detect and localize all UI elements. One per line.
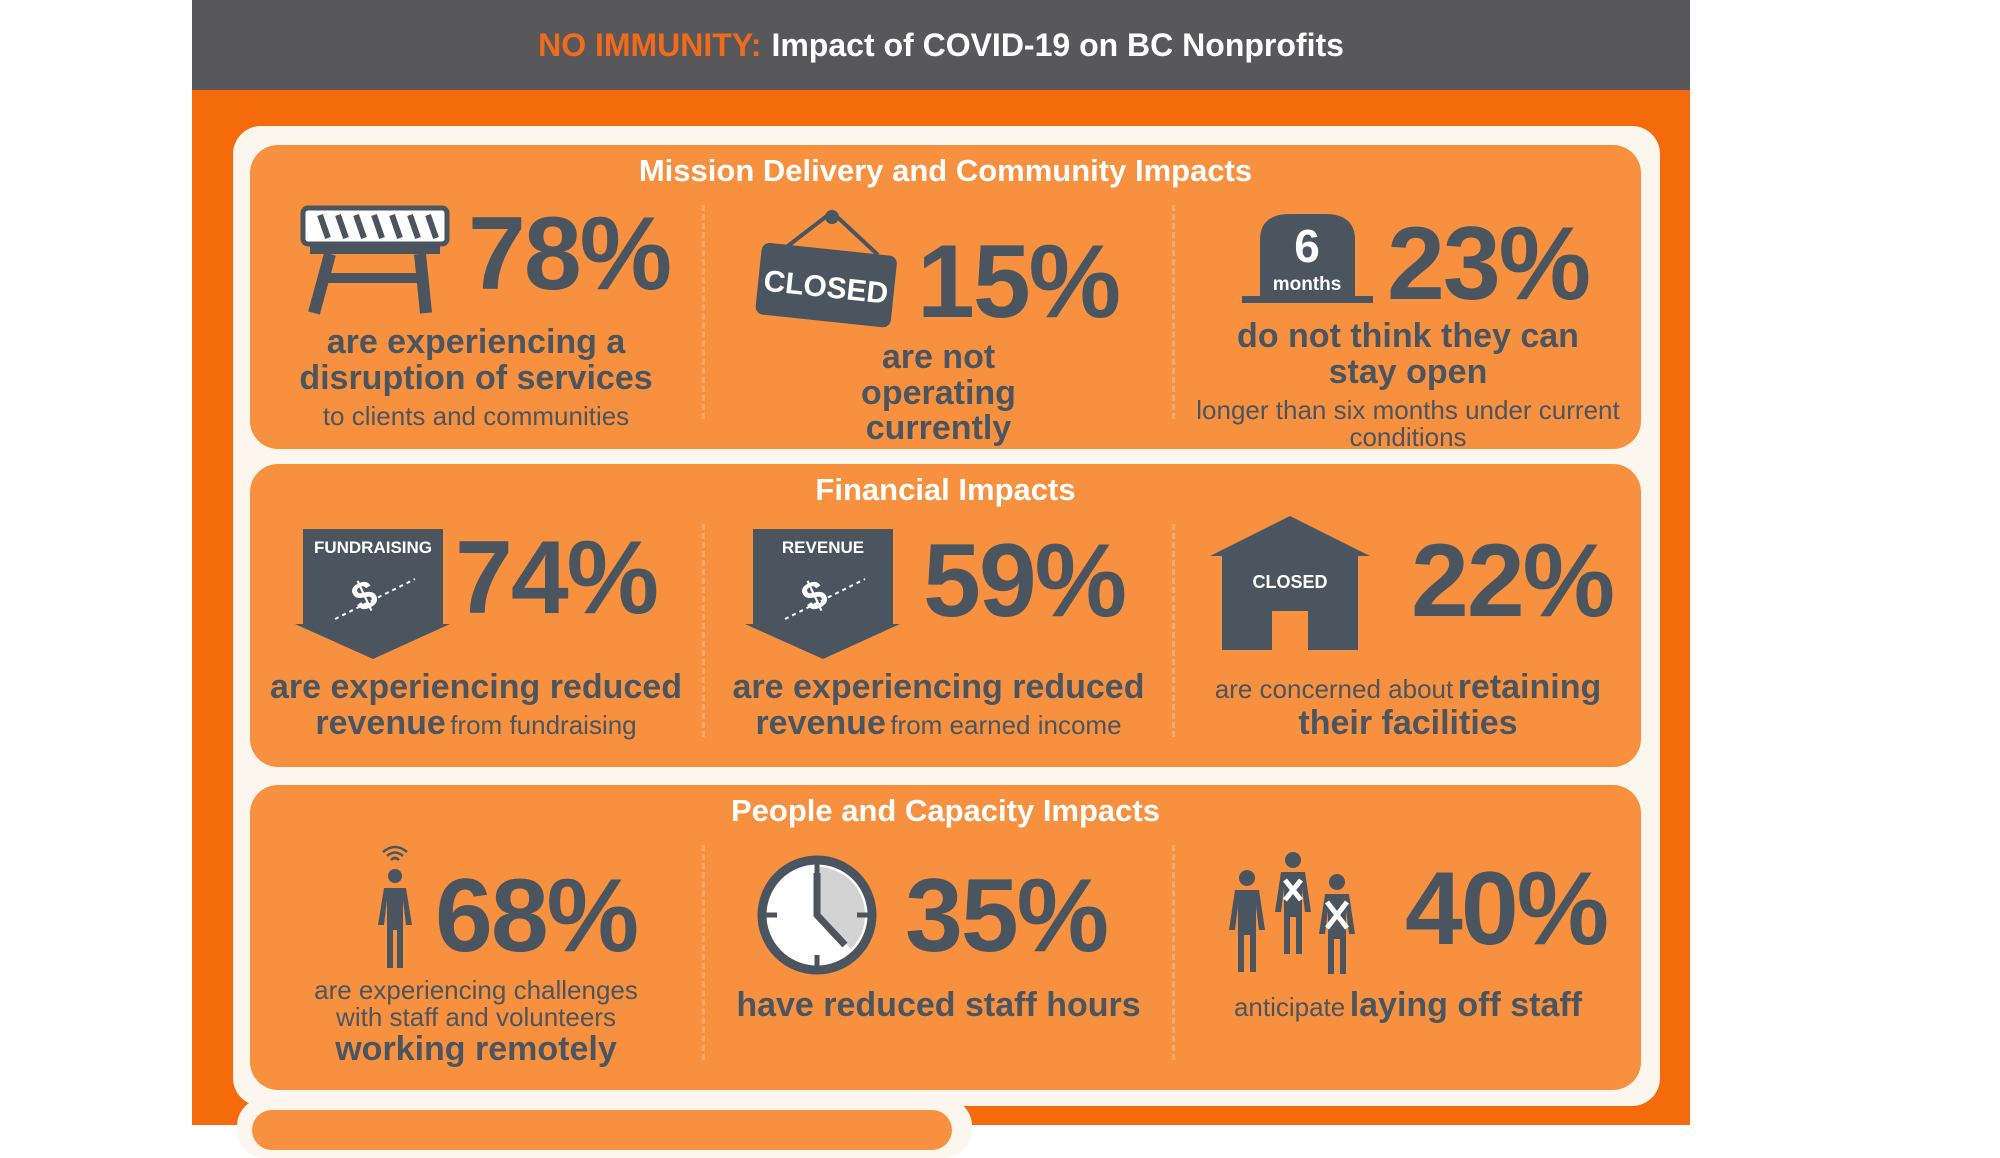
stat-percent: 74% xyxy=(455,520,659,636)
stat-percent: 78% xyxy=(468,196,672,312)
section-mission-delivery: Mission Delivery and Community Impacts 7… xyxy=(250,145,1641,453)
remote-person-icon xyxy=(378,845,412,968)
stat-text: are experiencing challenges with staff a… xyxy=(250,975,702,1068)
closed-building-icon: CLOSED xyxy=(1210,516,1370,650)
stat-bold-text: do not think they can stay open xyxy=(1237,317,1579,391)
header-title: Impact of COVID-19 on BC Nonprofits xyxy=(771,26,1344,63)
stat-bold-text: working remotely xyxy=(335,1029,617,1068)
stat-normal-text: are experiencing challenges with staff a… xyxy=(314,975,638,1033)
tombstone-icon: 6 months xyxy=(1242,214,1373,303)
stat-layoffs: 40% anticipate laying off staff xyxy=(1175,785,1641,1090)
svg-text:REVENUE: REVENUE xyxy=(782,538,864,557)
section-title: Financial Impacts xyxy=(815,472,1076,507)
svg-text:CLOSED: CLOSED xyxy=(1252,572,1327,592)
stat-earned-income: REVENUE $ 59% are experiencing reduced re… xyxy=(705,464,1172,767)
divider xyxy=(1172,524,1175,737)
stat-stay-open: 6 months 23% do not think they can stay … xyxy=(1175,145,1641,453)
stat-bold-text: revenue xyxy=(755,703,886,742)
fundraising-down-arrow-icon: FUNDRAISING $ xyxy=(295,529,450,659)
stat-text: are concerned about retaining their faci… xyxy=(1175,668,1641,742)
closed-sign-icon: CLOSED xyxy=(755,209,897,328)
divider xyxy=(702,845,705,1060)
section-financial: Financial Impacts FUNDRAISING $ 74% are … xyxy=(250,464,1641,767)
stat-fundraising: FUNDRAISING $ 74% are experiencing reduc… xyxy=(250,464,702,767)
stat-percent: 40% xyxy=(1405,851,1609,967)
stat-not-operating: CLOSED 15% are not operating currently xyxy=(705,145,1172,449)
next-section-fragment xyxy=(252,1110,952,1150)
stat-normal-text: anticipate xyxy=(1233,992,1346,1022)
stat-reduced-hours: 35% have reduced staff hours xyxy=(705,785,1172,1090)
section-title: People and Capacity Impacts xyxy=(731,793,1160,828)
svg-text:6: 6 xyxy=(1294,220,1320,272)
svg-text:FUNDRAISING: FUNDRAISING xyxy=(314,538,432,557)
divider xyxy=(702,205,705,419)
stat-bold-text: are experiencing reduced xyxy=(270,668,682,706)
stat-percent: 35% xyxy=(905,858,1109,974)
stat-normal-text: from earned income xyxy=(890,709,1122,740)
stat-bold-text: laying off staff xyxy=(1349,986,1583,1024)
section-people-capacity: People and Capacity Impacts 68% are expe… xyxy=(250,785,1641,1090)
divider xyxy=(702,524,705,737)
stat-bold-text: retaining their facilities xyxy=(1298,668,1602,742)
stat-remote-work: 68% are experiencing challenges with sta… xyxy=(250,785,702,1090)
stat-text: are experiencing reduced revenue from fun… xyxy=(250,668,702,742)
infographic-header: NO IMMUNITY: Impact of COVID-19 on BC No… xyxy=(192,0,1690,90)
layoff-people-icon xyxy=(1229,852,1355,974)
revenue-down-arrow-icon: REVENUE $ xyxy=(745,529,900,659)
stat-normal-text: longer than six months under current con… xyxy=(1196,395,1620,453)
stat-normal-text: are concerned about xyxy=(1214,674,1454,704)
stat-normal-text: to clients and communities xyxy=(322,401,630,431)
stat-percent: 22% xyxy=(1411,523,1615,639)
stat-bold-text: are not operating currently xyxy=(861,338,1016,448)
stat-bold-text: are experiencing reduced xyxy=(732,668,1145,706)
stat-percent: 59% xyxy=(923,523,1127,639)
stat-text: anticipate laying off staff xyxy=(1175,986,1641,1024)
stat-disruption: 78% are experiencing a disruption of ser… xyxy=(250,145,702,449)
stat-bold-text: are experiencing a disruption of service… xyxy=(299,323,653,397)
clock-icon xyxy=(757,855,877,975)
stat-text: are experiencing reduced revenue from ear… xyxy=(705,668,1172,742)
stat-facilities: CLOSED 22% are concerned about retaining… xyxy=(1175,464,1641,767)
stat-percent: 23% xyxy=(1387,206,1591,322)
barricade-icon xyxy=(300,205,450,315)
stat-percent: 68% xyxy=(435,858,639,974)
svg-text:months: months xyxy=(1273,274,1342,295)
divider xyxy=(1172,845,1175,1060)
stat-bold-text: have reduced staff hours xyxy=(736,986,1141,1024)
stat-normal-text: from fundraising xyxy=(450,709,637,740)
divider xyxy=(1172,205,1175,419)
header-highlight: NO IMMUNITY: xyxy=(538,26,762,63)
stat-percent: 15% xyxy=(917,224,1121,340)
stat-bold-text: revenue xyxy=(315,703,446,742)
section-title: Mission Delivery and Community Impacts xyxy=(638,153,1253,188)
